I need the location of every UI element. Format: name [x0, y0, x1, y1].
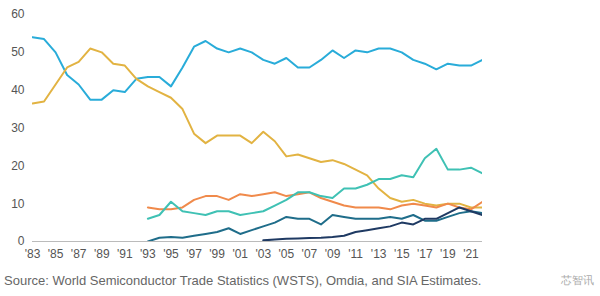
svg-text:'11: '11: [348, 247, 363, 261]
svg-text:'03: '03: [255, 247, 271, 261]
svg-text:50: 50: [11, 45, 25, 59]
svg-text:'83: '83: [25, 247, 41, 261]
svg-text:'99: '99: [209, 247, 225, 261]
svg-text:0: 0: [17, 234, 25, 249]
svg-text:60: 60: [11, 7, 25, 21]
svg-text:'15: '15: [394, 247, 410, 261]
svg-text:'17: '17: [417, 247, 433, 261]
svg-text:'07: '07: [302, 247, 318, 261]
svg-text:'19: '19: [440, 247, 456, 261]
svg-text:'05: '05: [279, 247, 295, 261]
html-text:芯智讯: 芯智讯: [561, 274, 594, 287]
svg-text:20: 20: [11, 159, 25, 173]
svg-text:'95: '95: [163, 247, 179, 261]
svg-text:'01: '01: [232, 247, 248, 261]
svg-text:'91: '91: [117, 247, 133, 261]
svg-text:'85: '85: [48, 247, 64, 261]
svg-text:40: 40: [11, 83, 25, 97]
svg-text:'93: '93: [140, 247, 156, 261]
html-text:Source: World Semiconductor Tr: Source: World Semiconductor Trade Statis…: [4, 273, 482, 288]
svg-text:'97: '97: [186, 247, 202, 261]
svg-text:'21: '21: [463, 247, 479, 261]
svg-text:'89: '89: [94, 247, 110, 261]
svg-text:10: 10: [11, 197, 25, 211]
svg-text:'13: '13: [371, 247, 387, 261]
svg-text:'09: '09: [325, 247, 341, 261]
svg-text:'87: '87: [71, 247, 87, 261]
svg-text:30: 30: [11, 121, 25, 135]
